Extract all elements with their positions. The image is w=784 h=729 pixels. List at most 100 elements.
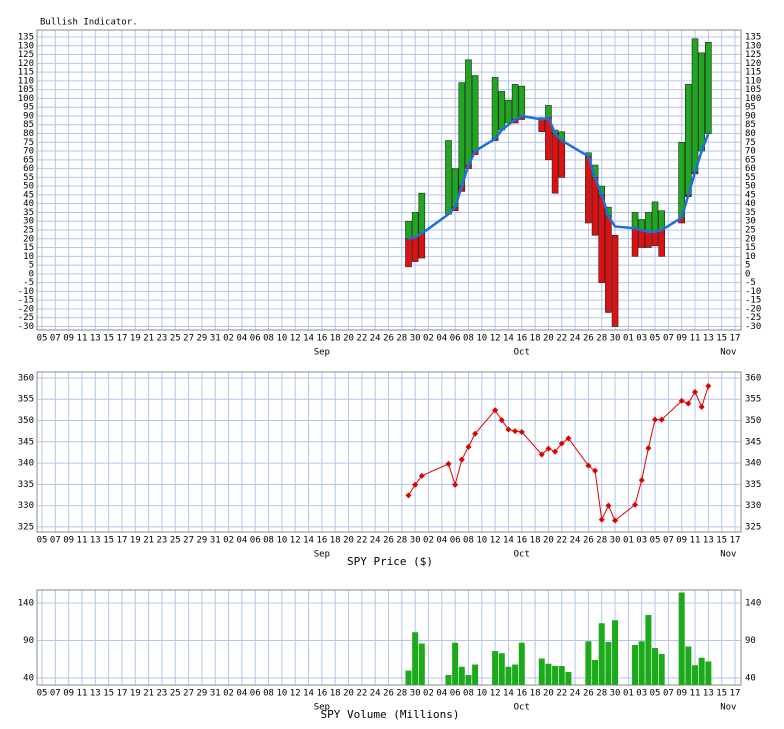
y-tick-label: 50 bbox=[745, 182, 756, 192]
x-tick-label: 30 bbox=[610, 536, 621, 546]
x-tick-label: 09 bbox=[676, 334, 687, 344]
price-marker bbox=[605, 502, 612, 509]
x-tick-label: 12 bbox=[290, 334, 301, 344]
x-tick-label: 14 bbox=[503, 689, 514, 699]
price-marker bbox=[658, 416, 665, 423]
y-tick-label: -10 bbox=[745, 287, 761, 297]
bar-below-average bbox=[418, 233, 426, 259]
y-tick-label: 35 bbox=[745, 208, 756, 218]
bar-below-average bbox=[611, 234, 619, 327]
x-tick-label: 11 bbox=[690, 689, 701, 699]
y-tick-label: 75 bbox=[23, 138, 34, 148]
y-tick-label: -15 bbox=[745, 296, 761, 306]
x-tick-label: 10 bbox=[476, 334, 487, 344]
x-tick-label: 15 bbox=[716, 536, 727, 546]
x-tick-label: 16 bbox=[316, 689, 327, 699]
y-tick-label: -20 bbox=[745, 304, 761, 314]
bar-below-average bbox=[638, 229, 646, 248]
y-tick-label: 360 bbox=[18, 373, 34, 383]
x-tick-label: 27 bbox=[183, 536, 194, 546]
month-label: Nov bbox=[720, 703, 736, 713]
y-tick-label: 345 bbox=[745, 437, 761, 447]
axis-title: SPY Price ($) bbox=[347, 555, 433, 568]
y-tick-label: 110 bbox=[18, 76, 34, 86]
x-tick-label: 06 bbox=[250, 334, 261, 344]
y-tick-label: 135 bbox=[745, 33, 761, 43]
x-tick-label: 21 bbox=[143, 536, 154, 546]
y-tick-label: 100 bbox=[18, 94, 34, 104]
x-tick-label: 18 bbox=[530, 536, 541, 546]
x-tick-label: 10 bbox=[476, 689, 487, 699]
chart-title: Bullish Indicator. bbox=[40, 18, 138, 28]
volume-bar bbox=[612, 620, 619, 685]
month-label: Oct bbox=[514, 550, 530, 560]
x-tick-label: 07 bbox=[50, 689, 61, 699]
bar-above-average bbox=[691, 38, 699, 173]
x-tick-label: 04 bbox=[236, 689, 247, 699]
y-tick-label: 30 bbox=[745, 217, 756, 227]
volume-bar bbox=[678, 592, 685, 685]
x-tick-label: 19 bbox=[130, 334, 141, 344]
y-tick-label: 95 bbox=[23, 103, 34, 113]
x-tick-label: 26 bbox=[383, 334, 394, 344]
x-tick-label: 22 bbox=[556, 536, 567, 546]
x-tick-label: 29 bbox=[197, 334, 208, 344]
bar-above-average bbox=[651, 201, 659, 233]
y-tick-label: 75 bbox=[745, 138, 756, 148]
price-marker bbox=[598, 516, 605, 523]
x-tick-label: 31 bbox=[210, 334, 221, 344]
x-tick-label: 26 bbox=[383, 536, 394, 546]
y-tick-label: 5 bbox=[745, 261, 750, 271]
x-tick-label: 24 bbox=[370, 334, 381, 344]
x-tick-label: 04 bbox=[236, 334, 247, 344]
price-marker bbox=[458, 456, 465, 463]
x-tick-label: 22 bbox=[356, 334, 367, 344]
plot-frame bbox=[36, 371, 742, 533]
x-tick-label: 13 bbox=[90, 536, 101, 546]
price-marker bbox=[592, 467, 599, 474]
x-tick-label: 03 bbox=[636, 536, 647, 546]
bar-above-average bbox=[698, 52, 705, 152]
y-tick-label: -15 bbox=[18, 296, 34, 306]
x-tick-label: 14 bbox=[303, 689, 314, 699]
x-tick-label: 17 bbox=[730, 334, 741, 344]
y-tick-label: 35 bbox=[23, 208, 34, 218]
y-tick-label: 355 bbox=[18, 395, 34, 405]
x-tick-label: 11 bbox=[77, 334, 88, 344]
x-tick-label: 16 bbox=[516, 334, 527, 344]
x-tick-label: 26 bbox=[383, 689, 394, 699]
x-tick-label: 12 bbox=[290, 689, 301, 699]
x-tick-label: 15 bbox=[103, 536, 114, 546]
y-tick-label: 20 bbox=[745, 234, 756, 244]
x-tick-label: 24 bbox=[570, 536, 581, 546]
y-tick-label: 30 bbox=[23, 217, 34, 227]
price-marker bbox=[412, 481, 419, 488]
volume-bar bbox=[452, 642, 459, 685]
y-tick-label: 105 bbox=[18, 85, 34, 95]
x-tick-label: 09 bbox=[63, 334, 74, 344]
x-tick-label: 05 bbox=[650, 689, 661, 699]
x-tick-label: 11 bbox=[77, 536, 88, 546]
y-tick-label: 90 bbox=[23, 636, 34, 646]
x-tick-label: 30 bbox=[410, 689, 421, 699]
x-tick-label: 14 bbox=[303, 334, 314, 344]
x-tick-label: 22 bbox=[556, 334, 567, 344]
volume-bar bbox=[605, 642, 612, 685]
x-tick-label: 17 bbox=[730, 536, 741, 546]
volume-bar bbox=[445, 675, 452, 685]
bar-above-average bbox=[645, 212, 652, 233]
price-marker bbox=[612, 517, 619, 524]
x-tick-label: 24 bbox=[370, 536, 381, 546]
x-tick-label: 03 bbox=[636, 689, 647, 699]
bar-below-average bbox=[658, 229, 666, 257]
x-tick-label: 04 bbox=[436, 334, 447, 344]
x-tick-label: 13 bbox=[90, 689, 101, 699]
x-tick-label: 24 bbox=[370, 689, 381, 699]
x-tick-label: 13 bbox=[703, 689, 714, 699]
bar-below-average bbox=[551, 133, 559, 194]
y-tick-label: 60 bbox=[23, 164, 34, 174]
bar-above-average bbox=[498, 91, 506, 131]
x-tick-label: 11 bbox=[77, 689, 88, 699]
volume-bar bbox=[692, 665, 699, 685]
